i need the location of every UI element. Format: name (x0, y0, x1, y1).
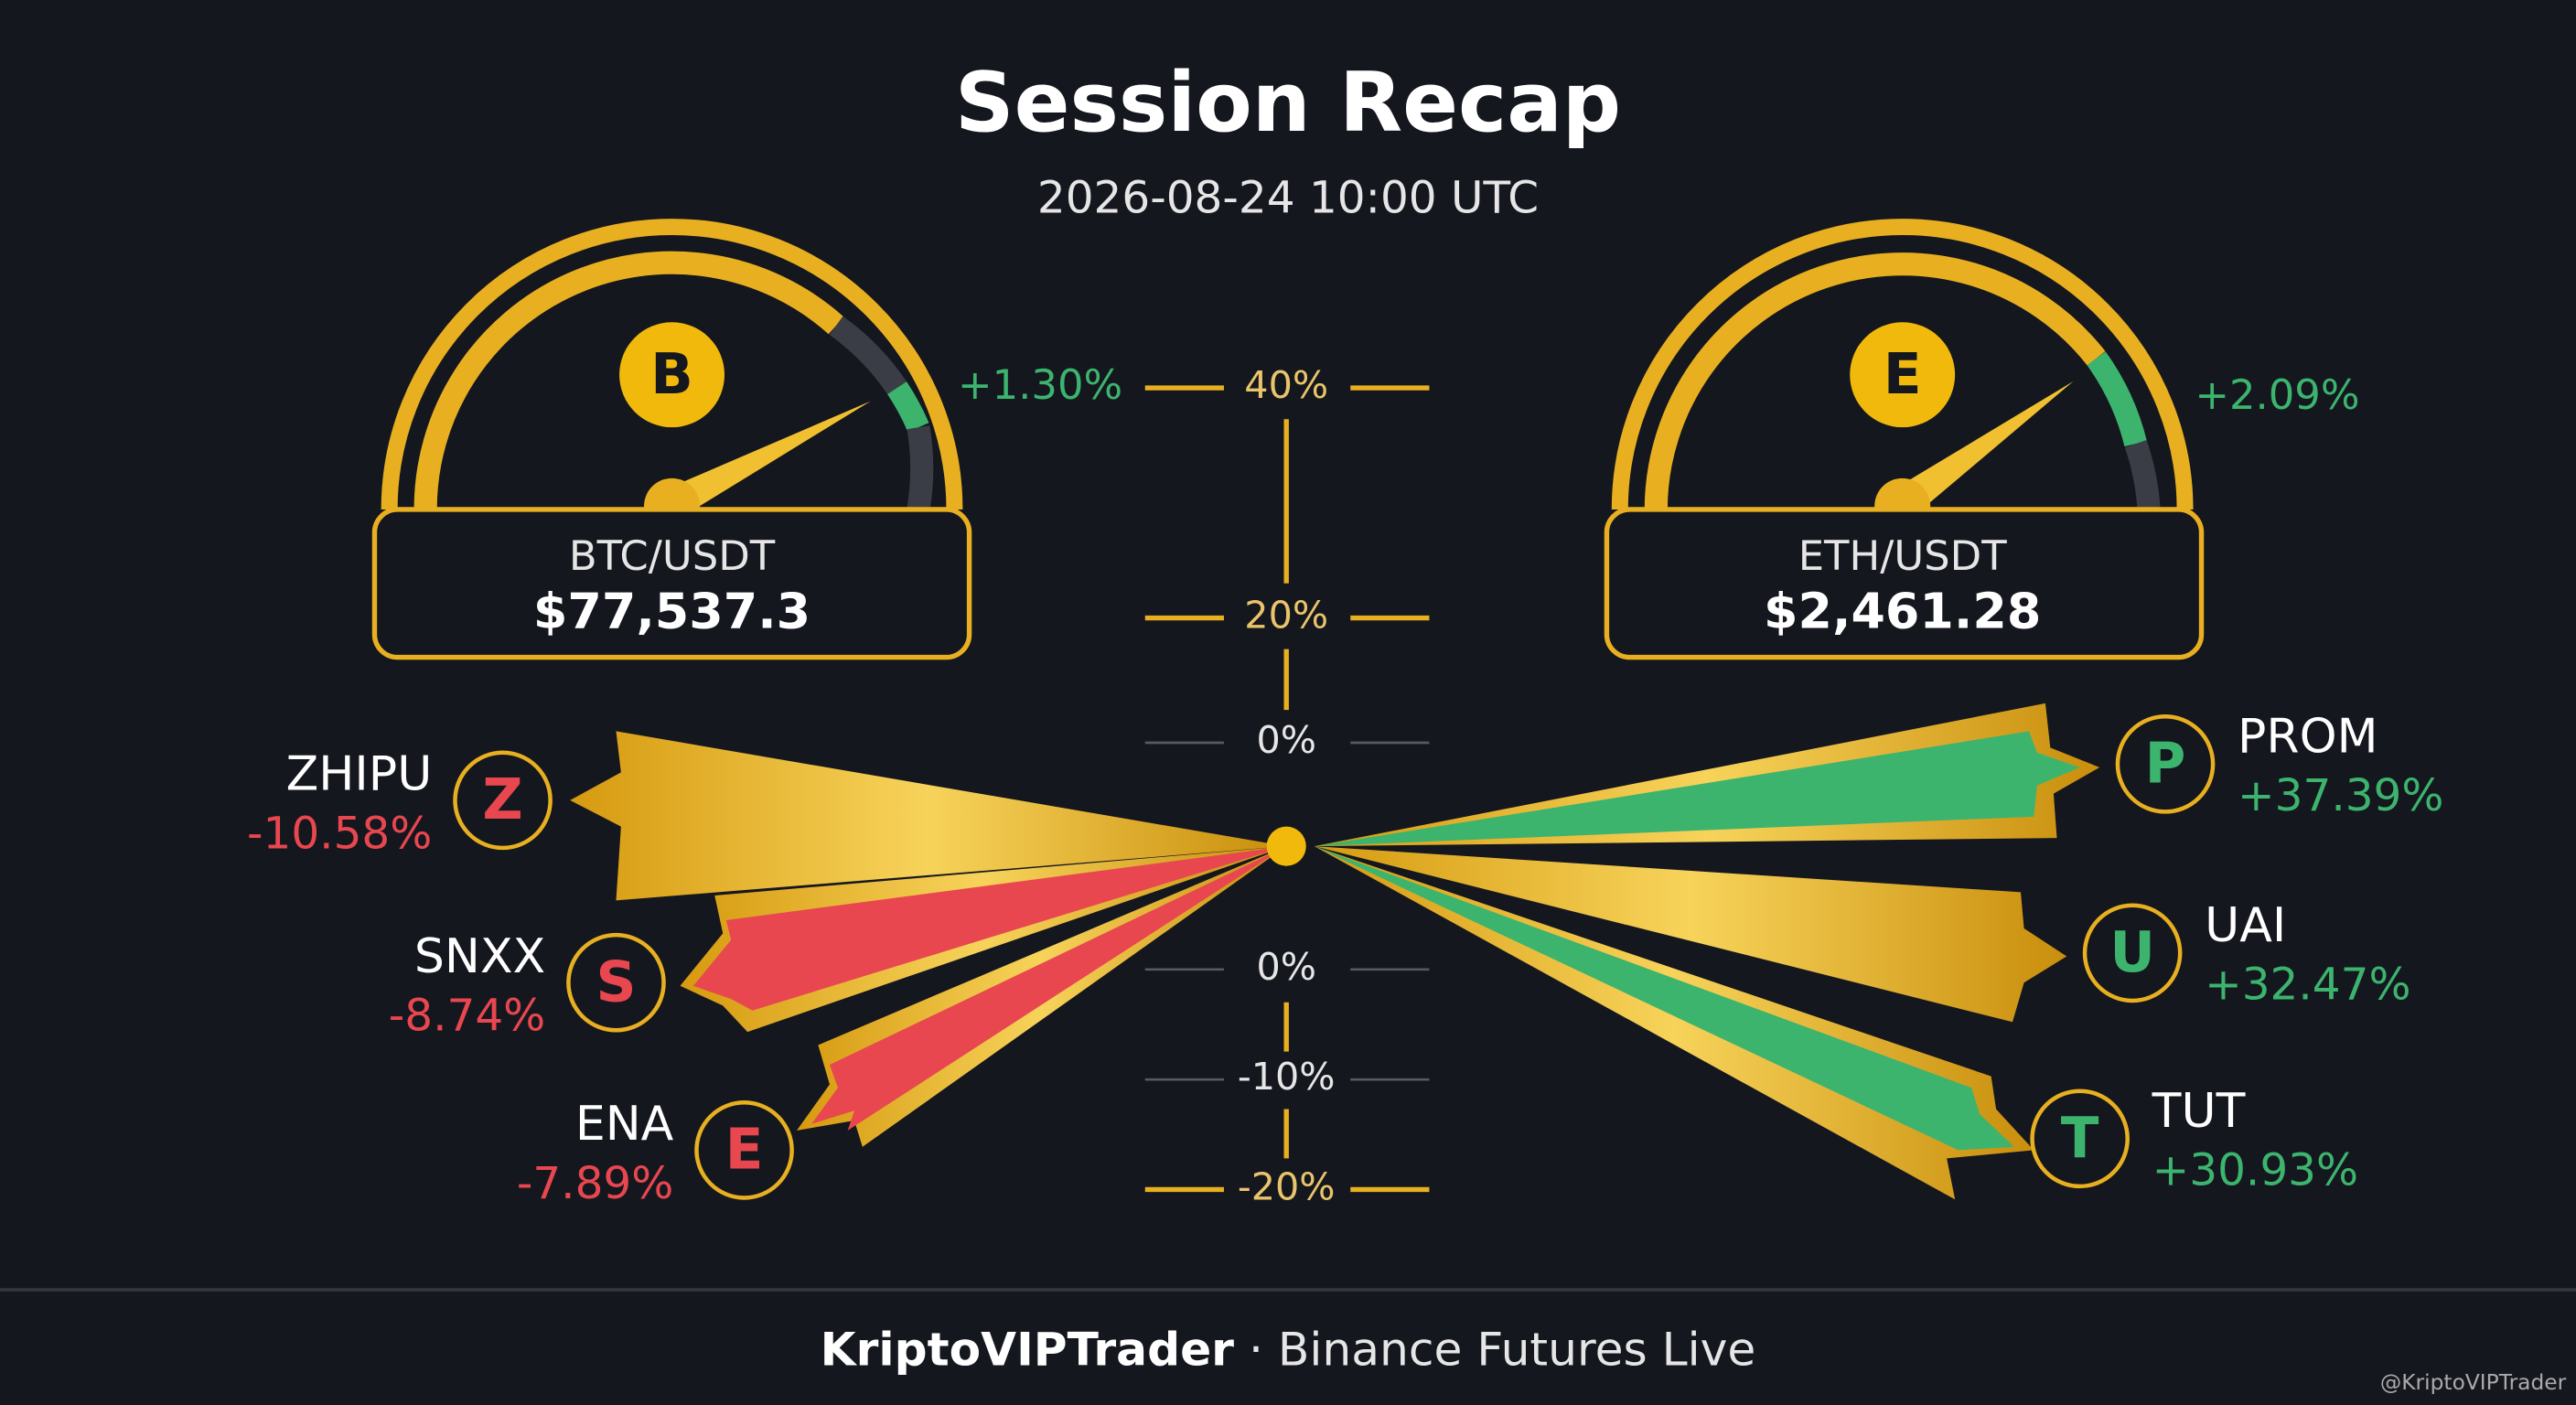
coin-name: ZHIPU (286, 747, 433, 802)
change: +2.09% (2195, 370, 2359, 419)
scale-label: -10% (1238, 1055, 1336, 1099)
wedges (570, 702, 2100, 1200)
pair: BTC/USDT (569, 531, 776, 580)
coin-icon: B (650, 342, 693, 407)
coin-change: +37.39% (2238, 770, 2443, 821)
brand: KriptoVIPTrader (821, 1322, 1235, 1376)
title: Session Recap (955, 56, 1621, 151)
scale: 40% 20% 0% 0% -10% -20% (1144, 363, 1430, 1208)
change: +1.30% (958, 360, 1122, 409)
scale-label: 40% (1244, 363, 1328, 407)
icon-ring (453, 750, 553, 851)
scale-label: 0% (1256, 945, 1316, 989)
scale-label: 0% (1256, 718, 1316, 762)
icon-letter: Z (482, 767, 522, 832)
icon-ring (2115, 714, 2216, 814)
icon-ring (2030, 1089, 2130, 1189)
icon-ring (2082, 903, 2183, 1003)
subtitle: 2026-08-24 10:00 UTC (1037, 172, 1539, 223)
btc-gauge: B BTC/USDT $77,537.3 +1.30% (371, 219, 1122, 660)
footer: KriptoVIPTrader · Binance Futures Live (821, 1322, 1756, 1376)
movers: Z ZHIPU -10.58% S SNXX -8.74% E ENA -7.89% P PROM +… (247, 709, 2443, 1208)
watermark: @KriptoVIPTrader (2380, 1369, 2567, 1395)
icon-ring (694, 1100, 794, 1200)
icon-letter: T (2061, 1106, 2099, 1171)
coin-change: -7.89% (517, 1158, 673, 1209)
price: $77,537.3 (533, 583, 810, 640)
scale-label: -20% (1238, 1164, 1336, 1208)
price: $2,461.28 (1764, 583, 2041, 640)
coin-change: +32.47% (2205, 960, 2410, 1011)
icon-ring (566, 932, 666, 1033)
coin-icon: E (1884, 342, 1922, 407)
coin-name: PROM (2238, 709, 2378, 764)
icon-letter: P (2145, 732, 2186, 797)
footer-text: · Binance Futures Live (1249, 1322, 1755, 1376)
icon-letter: E (725, 1118, 764, 1183)
coin-name: SNXX (414, 929, 545, 984)
coin-change: -10.58% (247, 808, 432, 859)
coin-change: +30.93% (2152, 1145, 2358, 1196)
icon-letter: S (596, 949, 636, 1014)
coin-name: UAI (2205, 898, 2286, 953)
coin-name: ENA (575, 1097, 674, 1152)
coin-change: -8.74% (389, 991, 545, 1042)
eth-gauge: E ETH/USDT $2,461.28 +2.09% (1604, 219, 2360, 660)
pair: ETH/USDT (1798, 531, 2008, 580)
coin-name: TUT (2152, 1084, 2246, 1139)
icon-letter: U (2109, 920, 2155, 985)
scale-label: 20% (1244, 594, 1328, 638)
